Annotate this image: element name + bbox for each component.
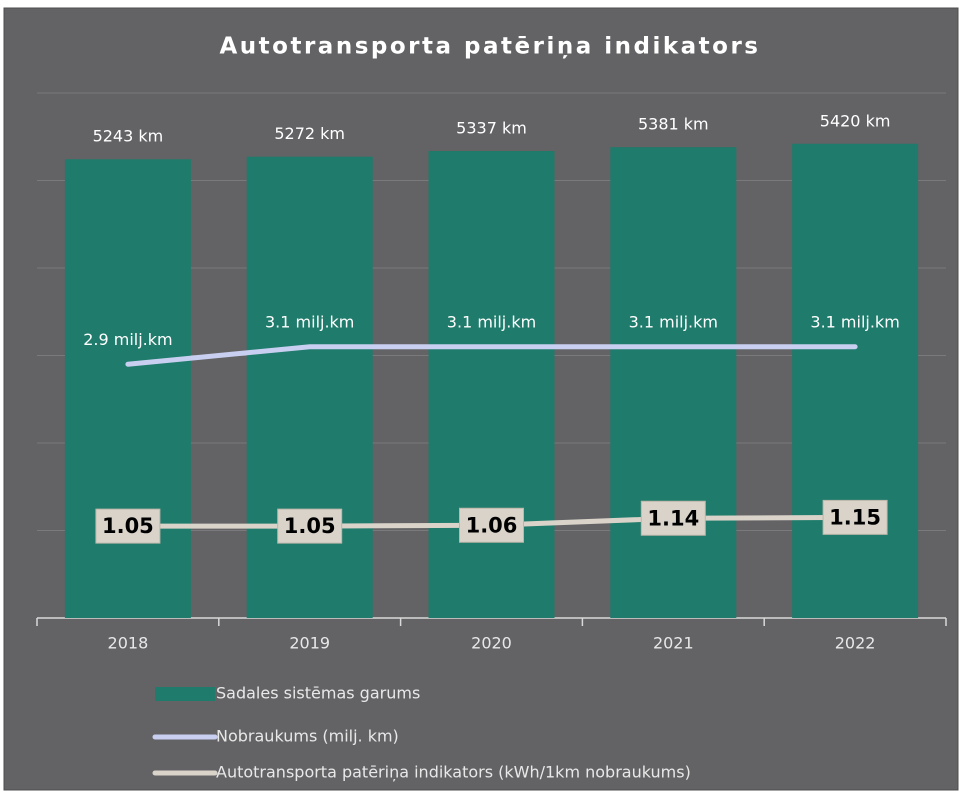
- line-label: 1.05: [284, 514, 336, 538]
- bar: [428, 151, 555, 618]
- bar-label: 5243 km: [93, 127, 164, 146]
- line-label-box: [822, 499, 888, 535]
- line-label-box: [640, 500, 706, 536]
- legend-label: Sadales sistēmas garums: [216, 684, 420, 703]
- line-label: 3.1 milj.km: [265, 312, 354, 331]
- legend-label: Nobraukums (milj. km): [216, 727, 399, 746]
- line-label-box: [277, 508, 343, 544]
- bar-label: 5420 km: [820, 111, 891, 130]
- line-label-box: [459, 507, 524, 543]
- legend-swatch: [155, 687, 215, 701]
- legend-label: Autotransporta patēriņa indikators (kWh/…: [216, 763, 691, 782]
- x-tick-label: 2022: [835, 634, 876, 653]
- bar-label: 5272 km: [274, 124, 345, 143]
- x-tick-label: 2018: [108, 634, 149, 653]
- line-label: 1.14: [647, 506, 699, 530]
- line-label: 1.15: [829, 505, 881, 529]
- bar: [792, 143, 919, 618]
- x-tick-label: 2021: [653, 634, 694, 653]
- bar: [64, 159, 191, 619]
- chart-title: Autotransporta patēriņa indikators: [220, 34, 761, 60]
- line-label: 1.06: [466, 513, 518, 537]
- bar: [610, 147, 737, 618]
- bar-label: 5381 km: [638, 115, 709, 134]
- x-tick-label: 2019: [289, 634, 330, 653]
- x-tick-label: 2020: [471, 634, 512, 653]
- bar-label: 5337 km: [456, 119, 527, 138]
- bar: [246, 156, 373, 618]
- line-label: 3.1 milj.km: [447, 312, 536, 331]
- line-label-box: [95, 508, 161, 544]
- line: [125, 344, 858, 367]
- line-label: 1.05: [102, 514, 154, 538]
- line-label: 3.1 milj.km: [629, 312, 718, 331]
- line-label: 3.1 milj.km: [810, 312, 899, 331]
- line-label: 2.9 milj.km: [83, 330, 172, 349]
